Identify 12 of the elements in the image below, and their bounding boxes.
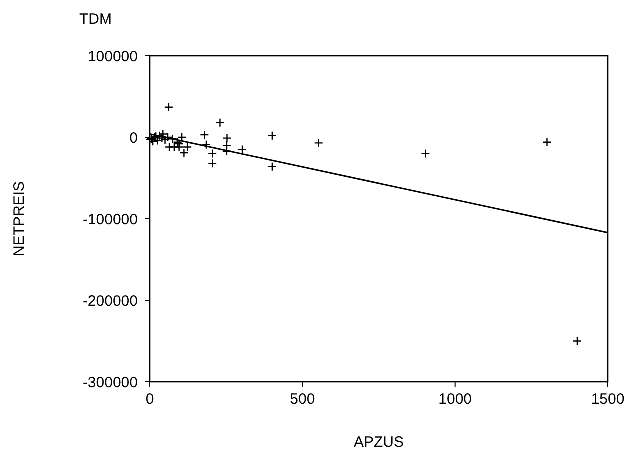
y-tick-label: 0 xyxy=(130,130,138,147)
y-tick-label: 100000 xyxy=(88,48,138,66)
x-tick-label: 0 xyxy=(146,391,154,408)
x-tick-label: 500 xyxy=(290,391,316,408)
text: TDM xyxy=(80,11,112,28)
x-tick-label: 1000 xyxy=(438,391,472,408)
y-axis-title: NETPREIS xyxy=(11,181,28,257)
y-tick-label: -100000 xyxy=(82,211,138,228)
y-tick-label: -300000 xyxy=(82,374,138,392)
y-tick-label: -200000 xyxy=(82,292,138,310)
x-axis-title: APZUS xyxy=(354,434,404,451)
x-tick-label: 1500 xyxy=(591,391,625,408)
